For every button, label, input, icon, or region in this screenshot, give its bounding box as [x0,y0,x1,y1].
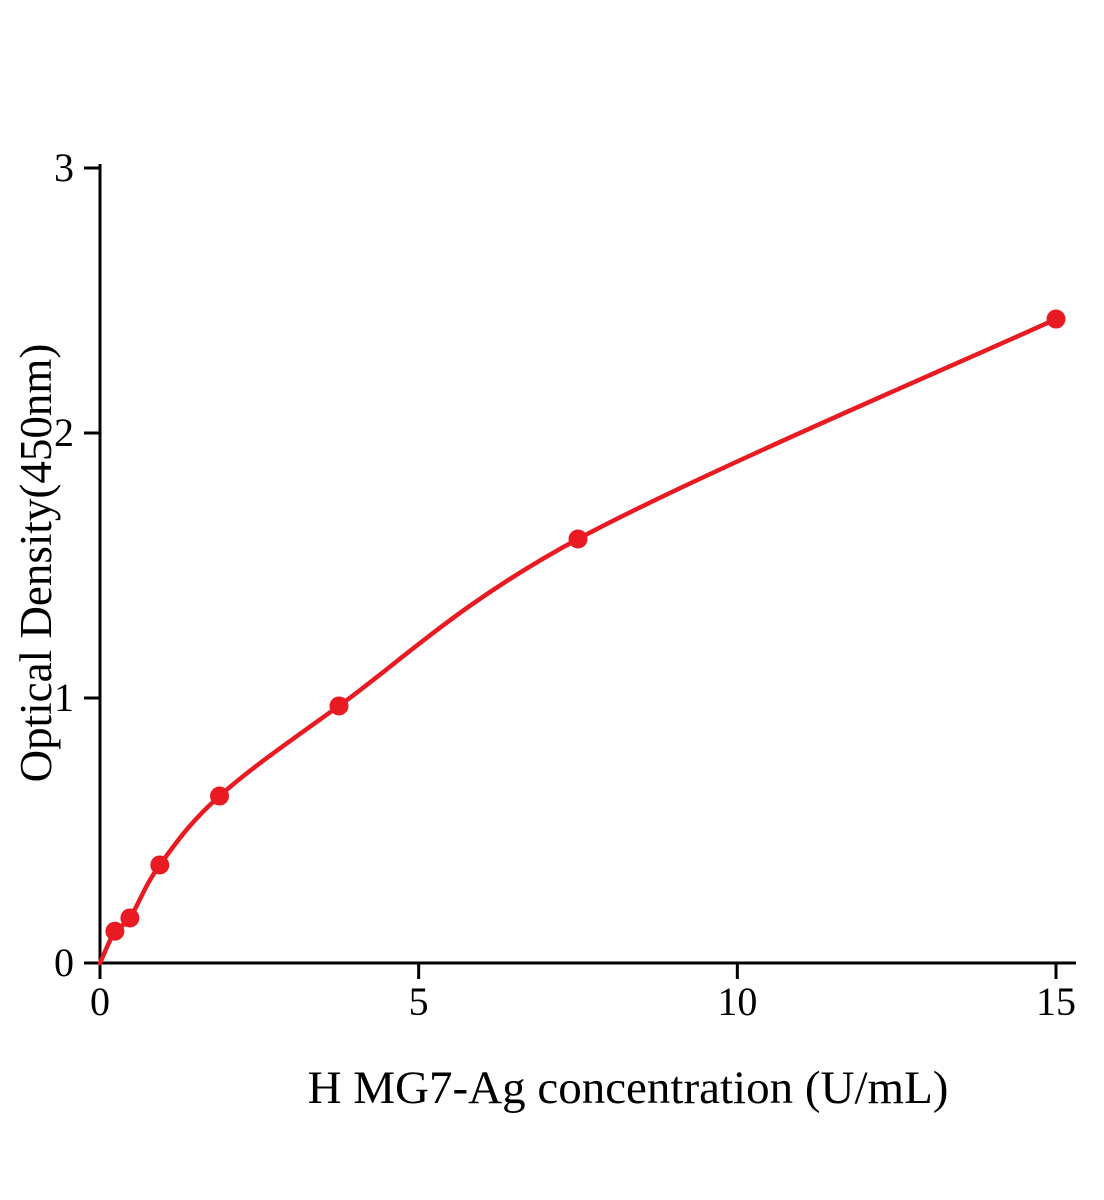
x-axis-label: H MG7-Ag concentration (U/mL) [307,1062,949,1114]
data-point [150,855,170,875]
x-tick-label: 10 [717,979,757,1024]
data-point [120,908,140,928]
standard-curve-line [97,316,1059,966]
x-tick-label: 5 [409,979,429,1024]
y-tick-label: 2 [54,410,74,455]
x-tick-label: 0 [90,979,110,1024]
y-tick-label: 0 [54,940,74,985]
data-point [105,921,125,941]
data-point [210,786,229,806]
data-point [1046,309,1066,329]
y-tick-label: 3 [54,145,74,190]
data-point [329,696,349,716]
data-point [568,529,588,549]
x-tick-label: 15 [1036,979,1076,1024]
y-axis-label: Optical Density(450nm) [11,343,61,783]
y-tick-label: 1 [54,675,74,720]
